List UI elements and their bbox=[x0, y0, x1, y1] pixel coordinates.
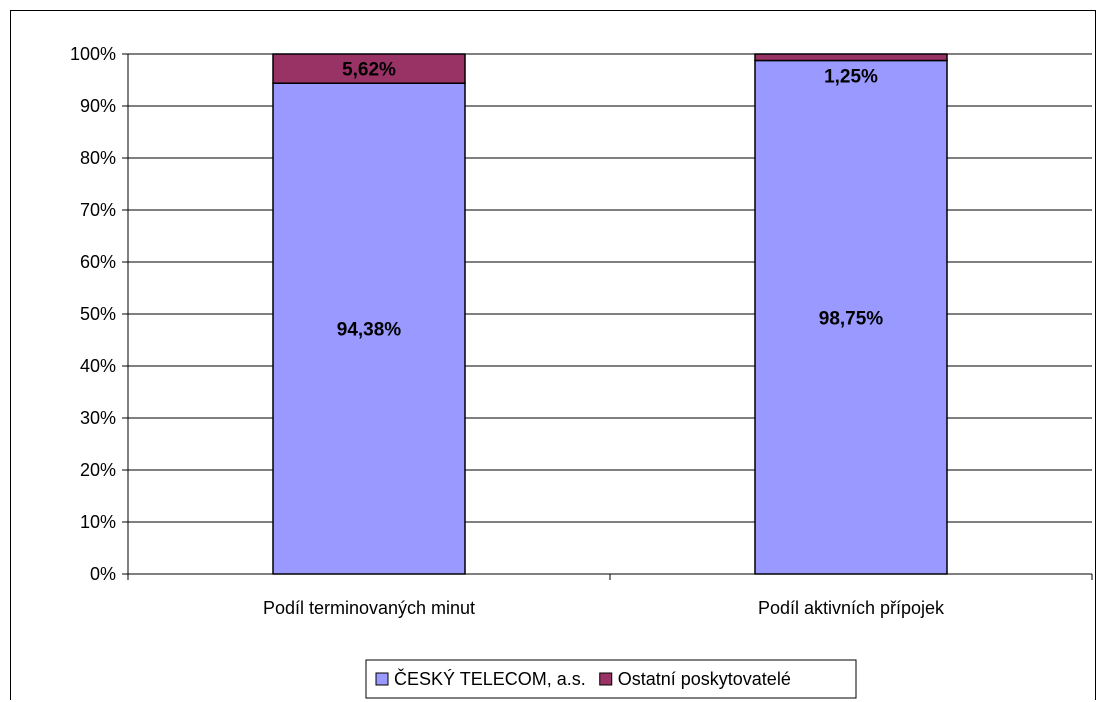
y-tick-label: 100% bbox=[70, 44, 116, 64]
chart-frame bbox=[10, 10, 1096, 700]
data-label: 94,38% bbox=[337, 320, 402, 341]
legend-swatch bbox=[599, 672, 613, 686]
legend-swatch bbox=[375, 672, 389, 686]
bar-segment bbox=[754, 53, 948, 62]
x-category-label: Podíl aktivních přípojek bbox=[758, 598, 945, 618]
y-tick-label: 0% bbox=[90, 564, 116, 584]
y-tick-label: 90% bbox=[80, 96, 116, 116]
data-label: 98,75% bbox=[819, 308, 884, 329]
y-tick-label: 70% bbox=[80, 200, 116, 220]
y-tick-label: 80% bbox=[80, 148, 116, 168]
legend-label: ČESKÝ TELECOM, a.s. bbox=[394, 668, 586, 689]
data-label: 1,25% bbox=[824, 67, 878, 88]
bars: 94,38% 5,62% 98,75% 1,25% bbox=[272, 53, 948, 575]
x-category-label: Podíl terminovaných minut bbox=[263, 598, 475, 618]
y-tick-label: 20% bbox=[80, 460, 116, 480]
bar-segment bbox=[272, 53, 466, 84]
y-tick-label: 50% bbox=[80, 304, 116, 324]
x-axis-categories: Podíl terminovaných minut Podíl aktivních… bbox=[263, 598, 945, 618]
y-axis-ticks: 0% 10% 20% 30% 40% 50% 60% 70% 80% 90% 100% bbox=[70, 44, 128, 584]
data-label: 5,62% bbox=[342, 60, 396, 81]
y-tick-label: 40% bbox=[80, 356, 116, 376]
legend-label: Ostatní poskytovatelé bbox=[618, 669, 791, 689]
axes bbox=[127, 54, 1093, 580]
legend: ČESKÝ TELECOM, a.s. Ostatní poskytovatelé bbox=[365, 659, 857, 699]
y-tick-label: 30% bbox=[80, 408, 116, 428]
y-tick-label: 10% bbox=[80, 512, 116, 532]
y-tick-label: 60% bbox=[80, 252, 116, 272]
